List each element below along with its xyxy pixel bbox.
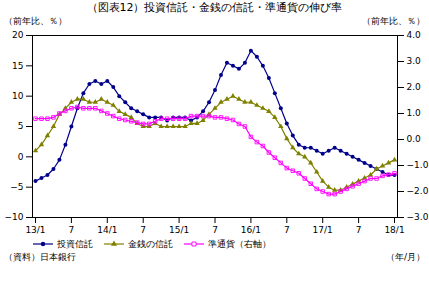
html-text:金銭の信託: 金銭の信託 xyxy=(128,239,173,249)
svg-text:−3.0: −3.0 xyxy=(407,212,429,222)
svg-text:16/1: 16/1 xyxy=(241,225,261,235)
svg-text:7: 7 xyxy=(284,225,290,235)
svg-text:0.0: 0.0 xyxy=(407,134,422,144)
svg-text:14/1: 14/1 xyxy=(97,225,117,235)
svg-text:7: 7 xyxy=(212,225,218,235)
html-text:準通貨（右軸）: 準通貨（右軸） xyxy=(208,239,271,249)
svg-text:5: 5 xyxy=(18,121,24,131)
svg-text:10: 10 xyxy=(12,91,24,101)
html-text:（資料）日本銀行: （資料）日本銀行 xyxy=(4,252,76,262)
svg-text:1.0: 1.0 xyxy=(407,108,422,118)
svg-text:4.0: 4.0 xyxy=(407,30,422,40)
svg-text:13/1: 13/1 xyxy=(25,225,45,235)
svg-text:20: 20 xyxy=(12,30,24,40)
svg-text:−2.0: −2.0 xyxy=(407,186,429,196)
svg-text:0: 0 xyxy=(18,152,24,162)
svg-text:−10: −10 xyxy=(5,212,24,222)
svg-text:15: 15 xyxy=(12,61,23,71)
html-text:（前年比、％）: （前年比、％） xyxy=(362,16,425,26)
svg-text:−5: −5 xyxy=(10,182,23,192)
html-text:（図表12）投資信託・金銭の信託・準通貨の伸び率: （図表12）投資信託・金銭の信託・準通貨の伸び率 xyxy=(86,1,343,14)
svg-text:7: 7 xyxy=(69,225,75,235)
html-text:（前年比、％）: （前年比、％） xyxy=(4,16,67,26)
html-text:投資信託: 投資信託 xyxy=(57,239,93,249)
svg-text:15/1: 15/1 xyxy=(169,225,189,235)
svg-text:17/1: 17/1 xyxy=(313,225,333,235)
svg-text:−1.0: −1.0 xyxy=(407,160,429,170)
svg-text:3.0: 3.0 xyxy=(407,56,422,66)
html-text:（年/月）: （年/月） xyxy=(386,252,425,262)
svg-text:7: 7 xyxy=(356,225,362,235)
svg-text:18/1: 18/1 xyxy=(384,225,404,235)
svg-text:2.0: 2.0 xyxy=(407,82,422,92)
svg-text:7: 7 xyxy=(140,225,146,235)
